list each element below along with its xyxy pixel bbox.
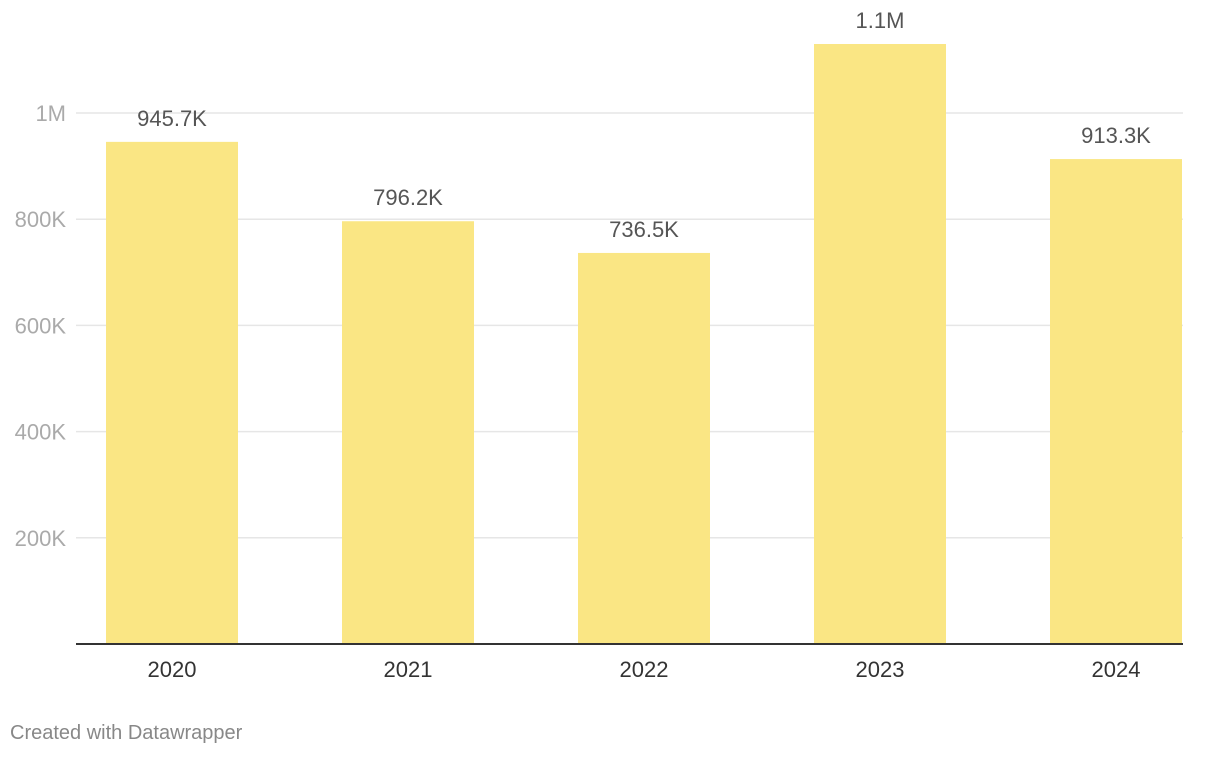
bar-2024	[1050, 159, 1182, 644]
y-tick-label: 400K	[15, 420, 67, 445]
x-tick-label: 2021	[384, 657, 433, 682]
bar-value-label: 1.1M	[856, 8, 905, 33]
bar-value-label: 945.7K	[137, 106, 207, 131]
y-tick-label: 800K	[15, 207, 67, 232]
bar-value-labels: 945.7K 796.2K 736.5K 1.1M 913.3K	[137, 8, 1151, 242]
y-axis-tick-labels: 200K 400K 600K 800K 1M	[15, 101, 67, 551]
bar-value-label: 796.2K	[373, 185, 443, 210]
bar-2022	[578, 252, 710, 644]
credit-text: Created with Datawrapper	[10, 722, 243, 744]
x-axis-tick-labels: 2020 2021 2022 2023 2024	[148, 657, 1141, 682]
y-tick-label: 200K	[15, 526, 67, 551]
x-tick-label: 2022	[620, 657, 669, 682]
bar-2023	[814, 44, 946, 644]
x-tick-label: 2020	[148, 657, 197, 682]
bar-2021	[342, 221, 474, 644]
bar-value-label: 913.3K	[1081, 123, 1151, 148]
y-tick-label: 1M	[35, 101, 66, 126]
x-tick-label: 2023	[856, 657, 905, 682]
x-tick-label: 2024	[1092, 657, 1141, 682]
y-tick-label: 600K	[15, 313, 67, 338]
bar-2020	[106, 141, 238, 645]
bars	[106, 44, 1182, 645]
bar-value-label: 736.5K	[609, 217, 679, 242]
